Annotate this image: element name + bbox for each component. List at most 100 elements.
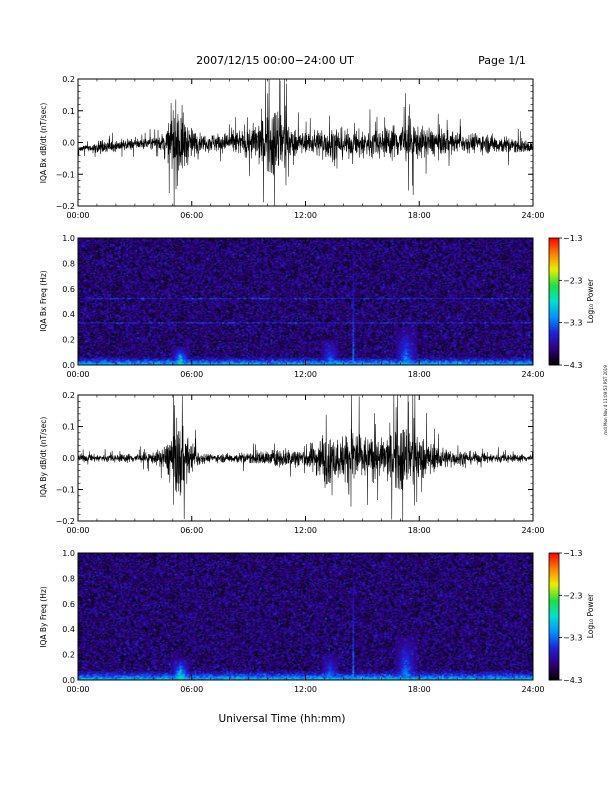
bx-spectrogram-image (78, 238, 533, 365)
by-spectrogram-panel: IQA By Freq (Hz) 1.0 0.8 0.6 0.4 0.2 0.0 00:0… (39, 549, 545, 694)
colorbar-swatch (549, 603, 559, 607)
colorbar-swatch (549, 297, 559, 300)
colorbar-swatch (549, 580, 559, 584)
colorbar-swatch (549, 309, 559, 313)
colorbar-swatch (549, 572, 559, 575)
bx-freq-xtick-label: 00:00 (66, 370, 89, 379)
colorbar-swatch (549, 671, 559, 675)
colorbar-swatch (549, 635, 559, 639)
bx-freq-ylabel: IQA Bx Freq (Hz) (39, 270, 48, 332)
colorbar-swatch (549, 631, 559, 634)
colorbar-swatch (549, 345, 559, 349)
colorbar-swatch (549, 624, 559, 628)
colorbar-swatch (549, 641, 559, 645)
colorbar-swatch (549, 561, 559, 564)
colorbar-swatch (549, 324, 559, 328)
colorbar-swatch (549, 569, 559, 573)
by-freq-xtick-label: 00:00 (66, 685, 89, 694)
colorbar-swatch (549, 329, 559, 332)
colorbar-swatch (549, 654, 559, 658)
colorbar-swatch (549, 610, 559, 613)
colorbar-swatch (549, 343, 559, 347)
colorbar-swatch (549, 660, 559, 664)
colorbar-swatch (549, 648, 559, 651)
bx-colorbar-label: Log₁₀ Power (586, 278, 595, 323)
colorbar-swatch (549, 553, 559, 556)
colorbar-swatch (549, 269, 559, 273)
colorbar-swatch (549, 612, 559, 615)
colorbar-tick-label: −2.3 (563, 276, 582, 285)
bx-freq-xtick-label: 18:00 (408, 370, 431, 379)
bx-dbdt-xtick-label: 24:00 (521, 211, 544, 220)
bx-freq-ytick-label: 0.6 (62, 285, 75, 294)
colorbar-swatch (549, 584, 559, 588)
bx-dbdt-xtick-label: 12:00 (294, 211, 317, 220)
bx-freq-ytick-label: 0.0 (62, 361, 75, 370)
colorbar-swatch (549, 337, 559, 340)
bx-freq-ytick-label: 0.2 (62, 336, 75, 345)
colorbar-swatch (549, 254, 559, 258)
by-dbdt-xtick-label: 18:00 (408, 526, 431, 535)
colorbar-swatch (549, 644, 559, 647)
by-dbdt-xtick-label: 00:00 (66, 526, 89, 535)
colorbar-swatch (549, 362, 559, 366)
bx-spectrogram-panel: IQA Bx Freq (Hz) 1.0 0.8 0.6 0.4 0.2 0.0 00:0… (39, 234, 545, 379)
colorbar-swatch (549, 307, 559, 311)
colorbar-swatch (549, 637, 559, 641)
colorbar-swatch (549, 669, 559, 672)
colorbar-swatch (549, 629, 559, 632)
by-dbdt-panel: IQA By dB/dt (nT/sec) 0.20.10.0−0.1−0.2 … (39, 391, 545, 535)
by-dbdt-ytick-label: 0.2 (62, 391, 75, 400)
colorbar-swatch (549, 273, 559, 277)
colorbar-swatch (549, 299, 559, 302)
by-spectrogram-image (78, 553, 533, 680)
colorbar-swatch (549, 620, 559, 624)
colorbar-swatch (549, 246, 559, 249)
colorbar-swatch (549, 599, 559, 603)
colorbar-swatch (549, 333, 559, 336)
colorbar-swatch (549, 565, 559, 569)
by-dbdt-xtick-label: 24:00 (521, 526, 544, 535)
colorbar-tick-label: −3.3 (563, 634, 582, 643)
colorbar-swatch (549, 646, 559, 649)
colorbar-swatch (549, 663, 559, 666)
bx-freq-ytick-label: 0.4 (62, 310, 75, 319)
colorbar-tick-label: −1.3 (563, 234, 582, 243)
colorbar-swatch (549, 341, 559, 345)
side-stamp: mdl Mon Nov 4 11:09:53 PST 2019 (603, 365, 608, 435)
colorbar-swatch (549, 320, 559, 324)
colorbar-swatch (549, 318, 559, 321)
colorbar-swatch (549, 284, 559, 288)
colorbar-swatch (549, 639, 559, 643)
colorbar-swatch (549, 675, 559, 679)
x-axis-title: Universal Time (hh:mm) (219, 713, 346, 725)
colorbar-swatch (549, 578, 559, 581)
colorbar-swatch (549, 618, 559, 622)
colorbar-swatch (549, 305, 559, 309)
colorbar-swatch (549, 312, 559, 315)
bx-freq-ytick-label: 0.8 (62, 259, 75, 268)
colorbar-swatch (549, 667, 559, 670)
bx-freq-xtick-label: 24:00 (521, 370, 544, 379)
colorbar-swatch (549, 335, 559, 338)
by-colorbar: −1.3 −2.3 −3.3 −4.3 (548, 549, 582, 685)
colorbar-swatch (549, 601, 559, 605)
bx-freq-xtick-label: 12:00 (294, 370, 317, 379)
colorbar-swatch (549, 290, 559, 294)
colorbar-swatch (549, 563, 559, 567)
page-indicator: Page 1/1 (478, 54, 526, 67)
colorbar-swatch (549, 282, 559, 285)
colorbar-swatch (549, 658, 559, 662)
colorbar-swatch (549, 265, 559, 269)
by-dbdt-ytick-label: −0.1 (56, 486, 75, 495)
colorbar-swatch (549, 586, 559, 590)
by-dbdt-frame (77, 394, 534, 522)
bx-dbdt-panel: IQA Bx dB/dt (nT/sec) 0.20.10.0−0.1−0.2 … (39, 75, 545, 220)
bx-colorbar: −1.3 −2.3 −3.3 −4.3 (548, 234, 582, 370)
colorbar-swatch (549, 567, 559, 571)
bx-dbdt-ytick-label: −0.2 (56, 202, 75, 211)
colorbar-swatch (549, 627, 559, 630)
by-freq-xtick-label: 18:00 (408, 685, 431, 694)
colorbar-swatch (549, 593, 559, 596)
by-freq-ytick-label: 1.0 (62, 549, 75, 558)
